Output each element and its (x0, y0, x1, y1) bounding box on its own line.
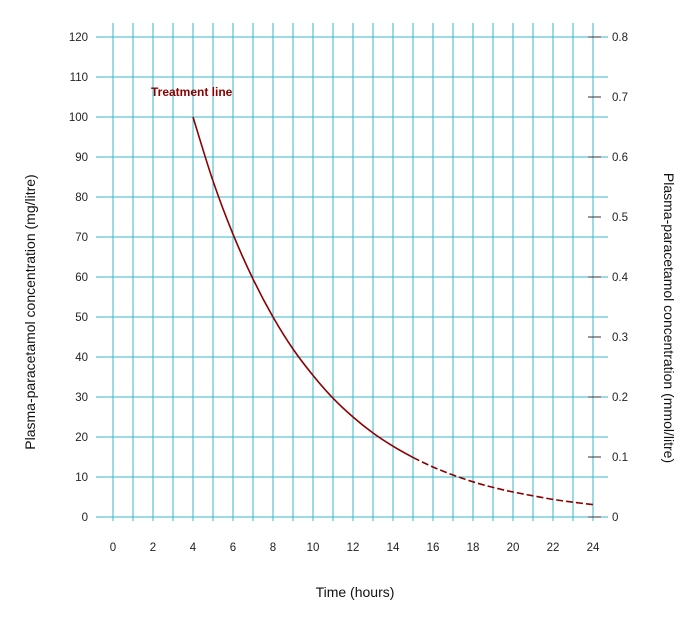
x-tick-label: 4 (190, 542, 197, 554)
y-axis-label-right: Plasma-paracetamol concentration (mmol/l… (661, 173, 677, 463)
grid (96, 23, 608, 521)
y-tick-label: 100 (69, 112, 88, 124)
x-tick-label: 22 (547, 542, 560, 554)
y-tick-label: 90 (75, 152, 88, 164)
y-tick-label: 80 (75, 192, 88, 204)
treatment-line-solid (192, 116, 414, 459)
plot-area (192, 116, 594, 506)
x-tick-label: 0 (110, 542, 116, 554)
y2-tick-label: 0.4 (612, 272, 629, 284)
treatment-line-dashed (412, 456, 594, 506)
y2-tick-label: 0.5 (612, 212, 628, 224)
x-tick-label: 20 (507, 542, 520, 554)
x-tick-label: 2 (150, 542, 156, 554)
x-tick-label: 14 (387, 542, 400, 554)
x-tick-label: 10 (307, 542, 320, 554)
y2-tick-label: 0.3 (612, 332, 628, 344)
x-tick-label: 16 (427, 542, 440, 554)
y-tick-label: 40 (75, 352, 88, 364)
x-tick-label: 8 (270, 542, 276, 554)
treatment-line-label: Treatment line (151, 85, 233, 99)
y-tick-label: 70 (75, 232, 88, 244)
y-tick-label: 120 (69, 32, 88, 44)
y-tick-label: 10 (75, 472, 88, 484)
x-tick-label: 24 (587, 542, 600, 554)
y2-tick-label: 0.2 (612, 392, 628, 404)
x-tick-label: 6 (230, 542, 236, 554)
y2-tick-label: 0.6 (612, 152, 628, 164)
y2-tick-label: 0.7 (612, 92, 628, 104)
y-axis-label-left: Plasma-paracetamol concentration (mg/lit… (22, 174, 38, 449)
x-tick-label: 12 (347, 542, 360, 554)
y-tick-label: 50 (75, 312, 88, 324)
y-tick-label: 60 (75, 272, 88, 284)
y-tick-label: 20 (75, 432, 88, 444)
x-tick-label: 18 (467, 542, 480, 554)
y-tick-label: 110 (70, 72, 88, 84)
y2-tick-label: 0 (612, 512, 618, 524)
y2-tick-label: 0.8 (612, 32, 628, 44)
y-tick-label: 30 (75, 392, 88, 404)
x-axis-label: Time (hours) (316, 584, 395, 600)
y2-tick-label: 0.1 (612, 452, 628, 464)
y-tick-label: 0 (82, 512, 88, 524)
